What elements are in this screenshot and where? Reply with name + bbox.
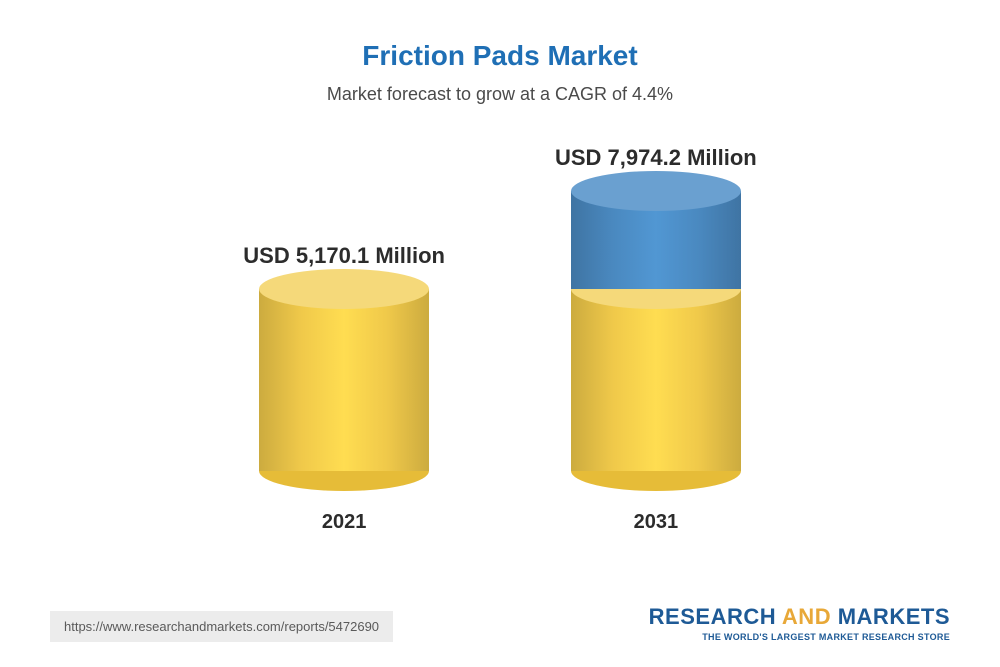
logo-text: RESEARCH AND MARKETS [649, 604, 950, 630]
value-label: USD 5,170.1 Million [243, 243, 445, 269]
year-label: 2021 [322, 511, 367, 534]
logo-word-research: RESEARCH [649, 604, 776, 629]
footer: https://www.researchandmarkets.com/repor… [50, 594, 950, 652]
logo-word-markets: MARKETS [838, 604, 950, 629]
cylinder-segment [259, 289, 429, 471]
infographic-container: Friction Pads Market Market forecast to … [0, 0, 1000, 667]
logo-word-and: AND [782, 604, 831, 629]
source-url: https://www.researchandmarkets.com/repor… [50, 611, 393, 642]
chart-subtitle: Market forecast to grow at a CAGR of 4.4… [50, 84, 950, 105]
cylinder-bar-2021: USD 5,170.1 Million 2021 [243, 243, 445, 534]
logo: RESEARCH AND MARKETS THE WORLD'S LARGEST… [649, 604, 950, 642]
year-label: 2031 [634, 511, 679, 534]
cylinder-segment [571, 191, 741, 289]
cylinder-segment [571, 289, 741, 471]
logo-tagline: THE WORLD'S LARGEST MARKET RESEARCH STOR… [649, 632, 950, 642]
cylinder-bar-2031: USD 7,974.2 Million 2031 [555, 145, 757, 534]
value-label: USD 7,974.2 Million [555, 145, 757, 171]
cylinder [571, 191, 741, 471]
chart-area: USD 5,170.1 Million 2021 USD 7,974.2 Milli… [50, 145, 950, 594]
cylinder [259, 289, 429, 471]
chart-title: Friction Pads Market [50, 40, 950, 72]
